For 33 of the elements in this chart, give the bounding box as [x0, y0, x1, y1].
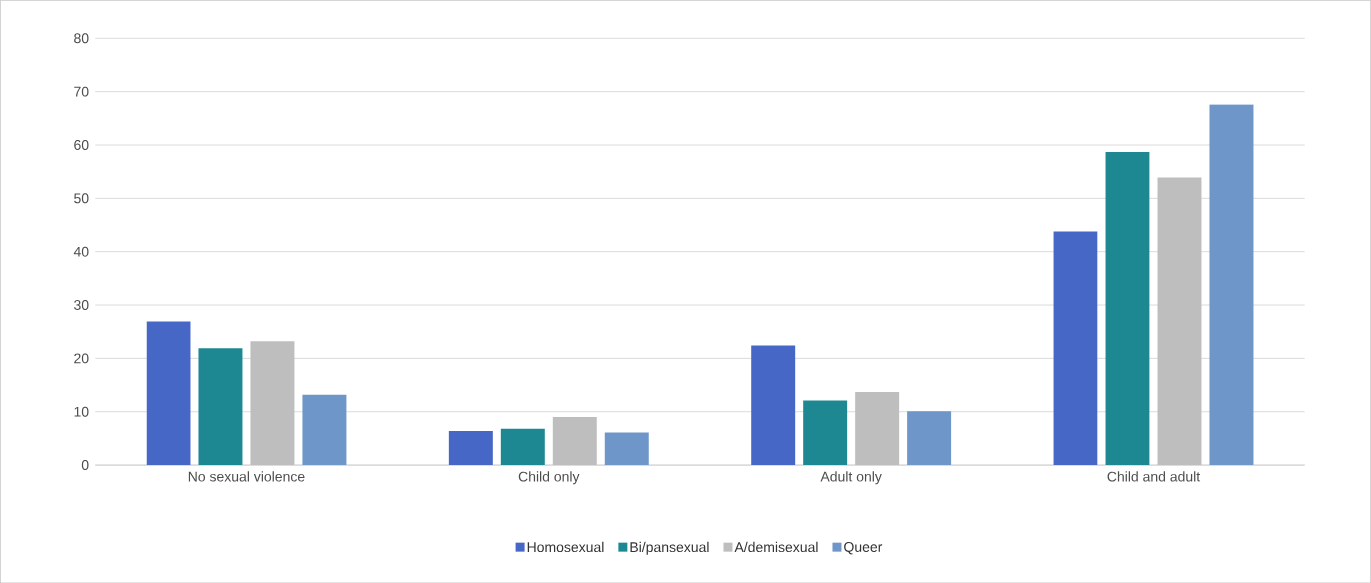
legend-label: Queer [844, 541, 883, 555]
y-tick-label: 20 [74, 353, 89, 364]
bar [1105, 151, 1150, 465]
y-tick-label: 30 [74, 299, 89, 310]
bar [448, 430, 493, 465]
bar [604, 432, 649, 465]
bar [1157, 177, 1202, 465]
y-tick-label: 70 [74, 86, 89, 97]
y-tick-label: 40 [73, 246, 89, 257]
y-tick-label: 60 [74, 139, 89, 150]
y-tick-label: 10 [74, 406, 89, 417]
bar [803, 400, 848, 465]
bar [855, 391, 900, 465]
x-tick-label: Child only [518, 471, 580, 485]
bar [198, 348, 243, 465]
x-tick-label: Child and adult [1107, 471, 1201, 482]
bar [1209, 104, 1254, 465]
bar [146, 321, 191, 465]
bar [1053, 231, 1098, 465]
bar [552, 416, 597, 465]
y-tick-label: 50 [74, 193, 89, 204]
bar [250, 341, 295, 465]
x-tick-label: Adult only [820, 471, 882, 485]
bar [500, 428, 545, 465]
y-tick-label: 80 [74, 33, 89, 44]
legend-label: Bi/pansexual [630, 541, 709, 555]
bar [907, 411, 952, 465]
y-tick-label: 0 [81, 459, 89, 470]
x-tick-label: No sexual violence [188, 471, 305, 482]
legend-label: A/demisexual [734, 541, 818, 552]
bar [302, 394, 347, 465]
bar [751, 345, 796, 465]
legend-label: Homosexual [527, 541, 604, 552]
